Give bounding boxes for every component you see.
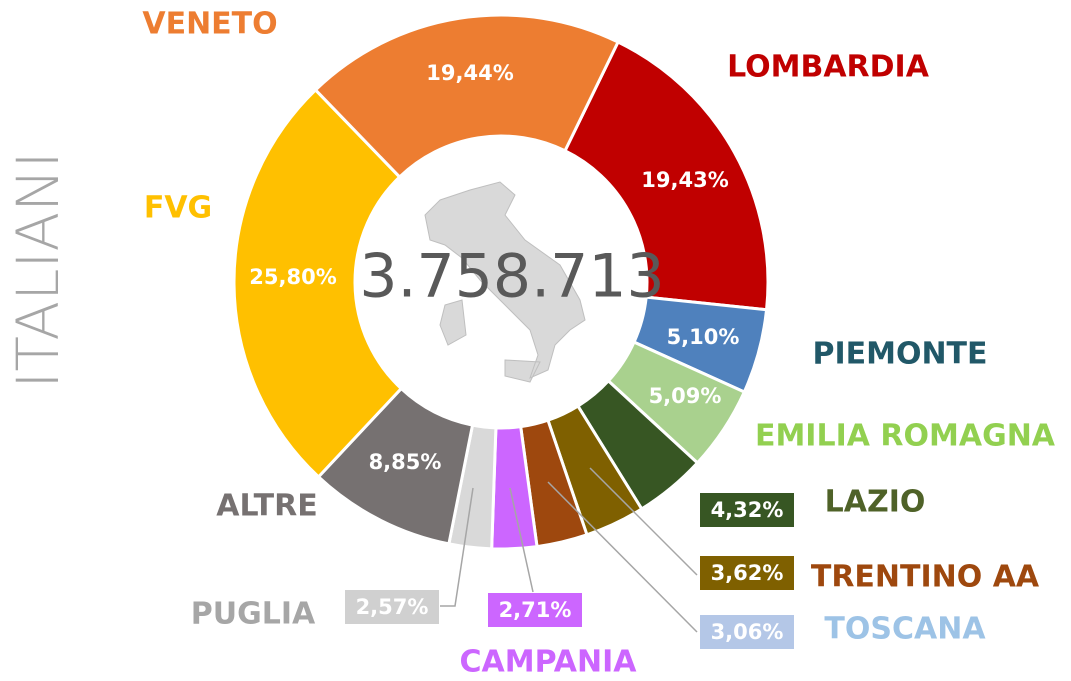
value-label: 4,32%: [711, 498, 784, 522]
center-label: 3.758.713: [359, 242, 664, 312]
category-label: VENETO: [142, 7, 277, 42]
leader-line: [440, 487, 474, 607]
category-label: PIEMONTE: [812, 337, 987, 372]
category-label: LOMBARDIA: [727, 50, 930, 85]
value-label: 2,57%: [356, 595, 429, 619]
leader-line: [547, 481, 698, 633]
value-label-box: [700, 615, 794, 649]
slice: [232, 87, 404, 480]
value-label: 3,06%: [711, 620, 784, 644]
value-label-box: [345, 590, 439, 624]
value-label: 19,44%: [426, 61, 513, 85]
value-label-box: [700, 493, 794, 527]
leader-line: [509, 487, 534, 593]
value-label: 3,62%: [711, 561, 784, 585]
slices: [232, 13, 770, 551]
value-label: 19,43%: [641, 168, 728, 192]
slice: [562, 40, 770, 312]
value-label: 5,09%: [649, 384, 722, 408]
italy-map: [424, 181, 586, 383]
category-label: TOSCANA: [824, 612, 986, 647]
value-label: 5,10%: [667, 325, 740, 349]
leader-lines: [440, 467, 698, 633]
value-label: 2,71%: [499, 598, 572, 622]
value-label: 25,80%: [249, 265, 336, 289]
category-label: TRENTINO AA: [811, 560, 1040, 595]
category-label: FVG: [144, 191, 212, 226]
category-label: LAZIO: [825, 485, 926, 520]
category-label: ALTRE: [216, 489, 317, 524]
category-label: PUGLIA: [191, 597, 316, 632]
value-label: 8,85%: [369, 450, 442, 474]
category-label: CAMPANIA: [459, 645, 637, 680]
leader-line: [589, 467, 698, 576]
chart-title: ITALIANI: [4, 151, 72, 388]
slice: [313, 13, 621, 180]
value-label-box: [700, 556, 794, 590]
value-label-box: [488, 593, 582, 627]
category-label: EMILIA ROMAGNA: [755, 419, 1056, 454]
